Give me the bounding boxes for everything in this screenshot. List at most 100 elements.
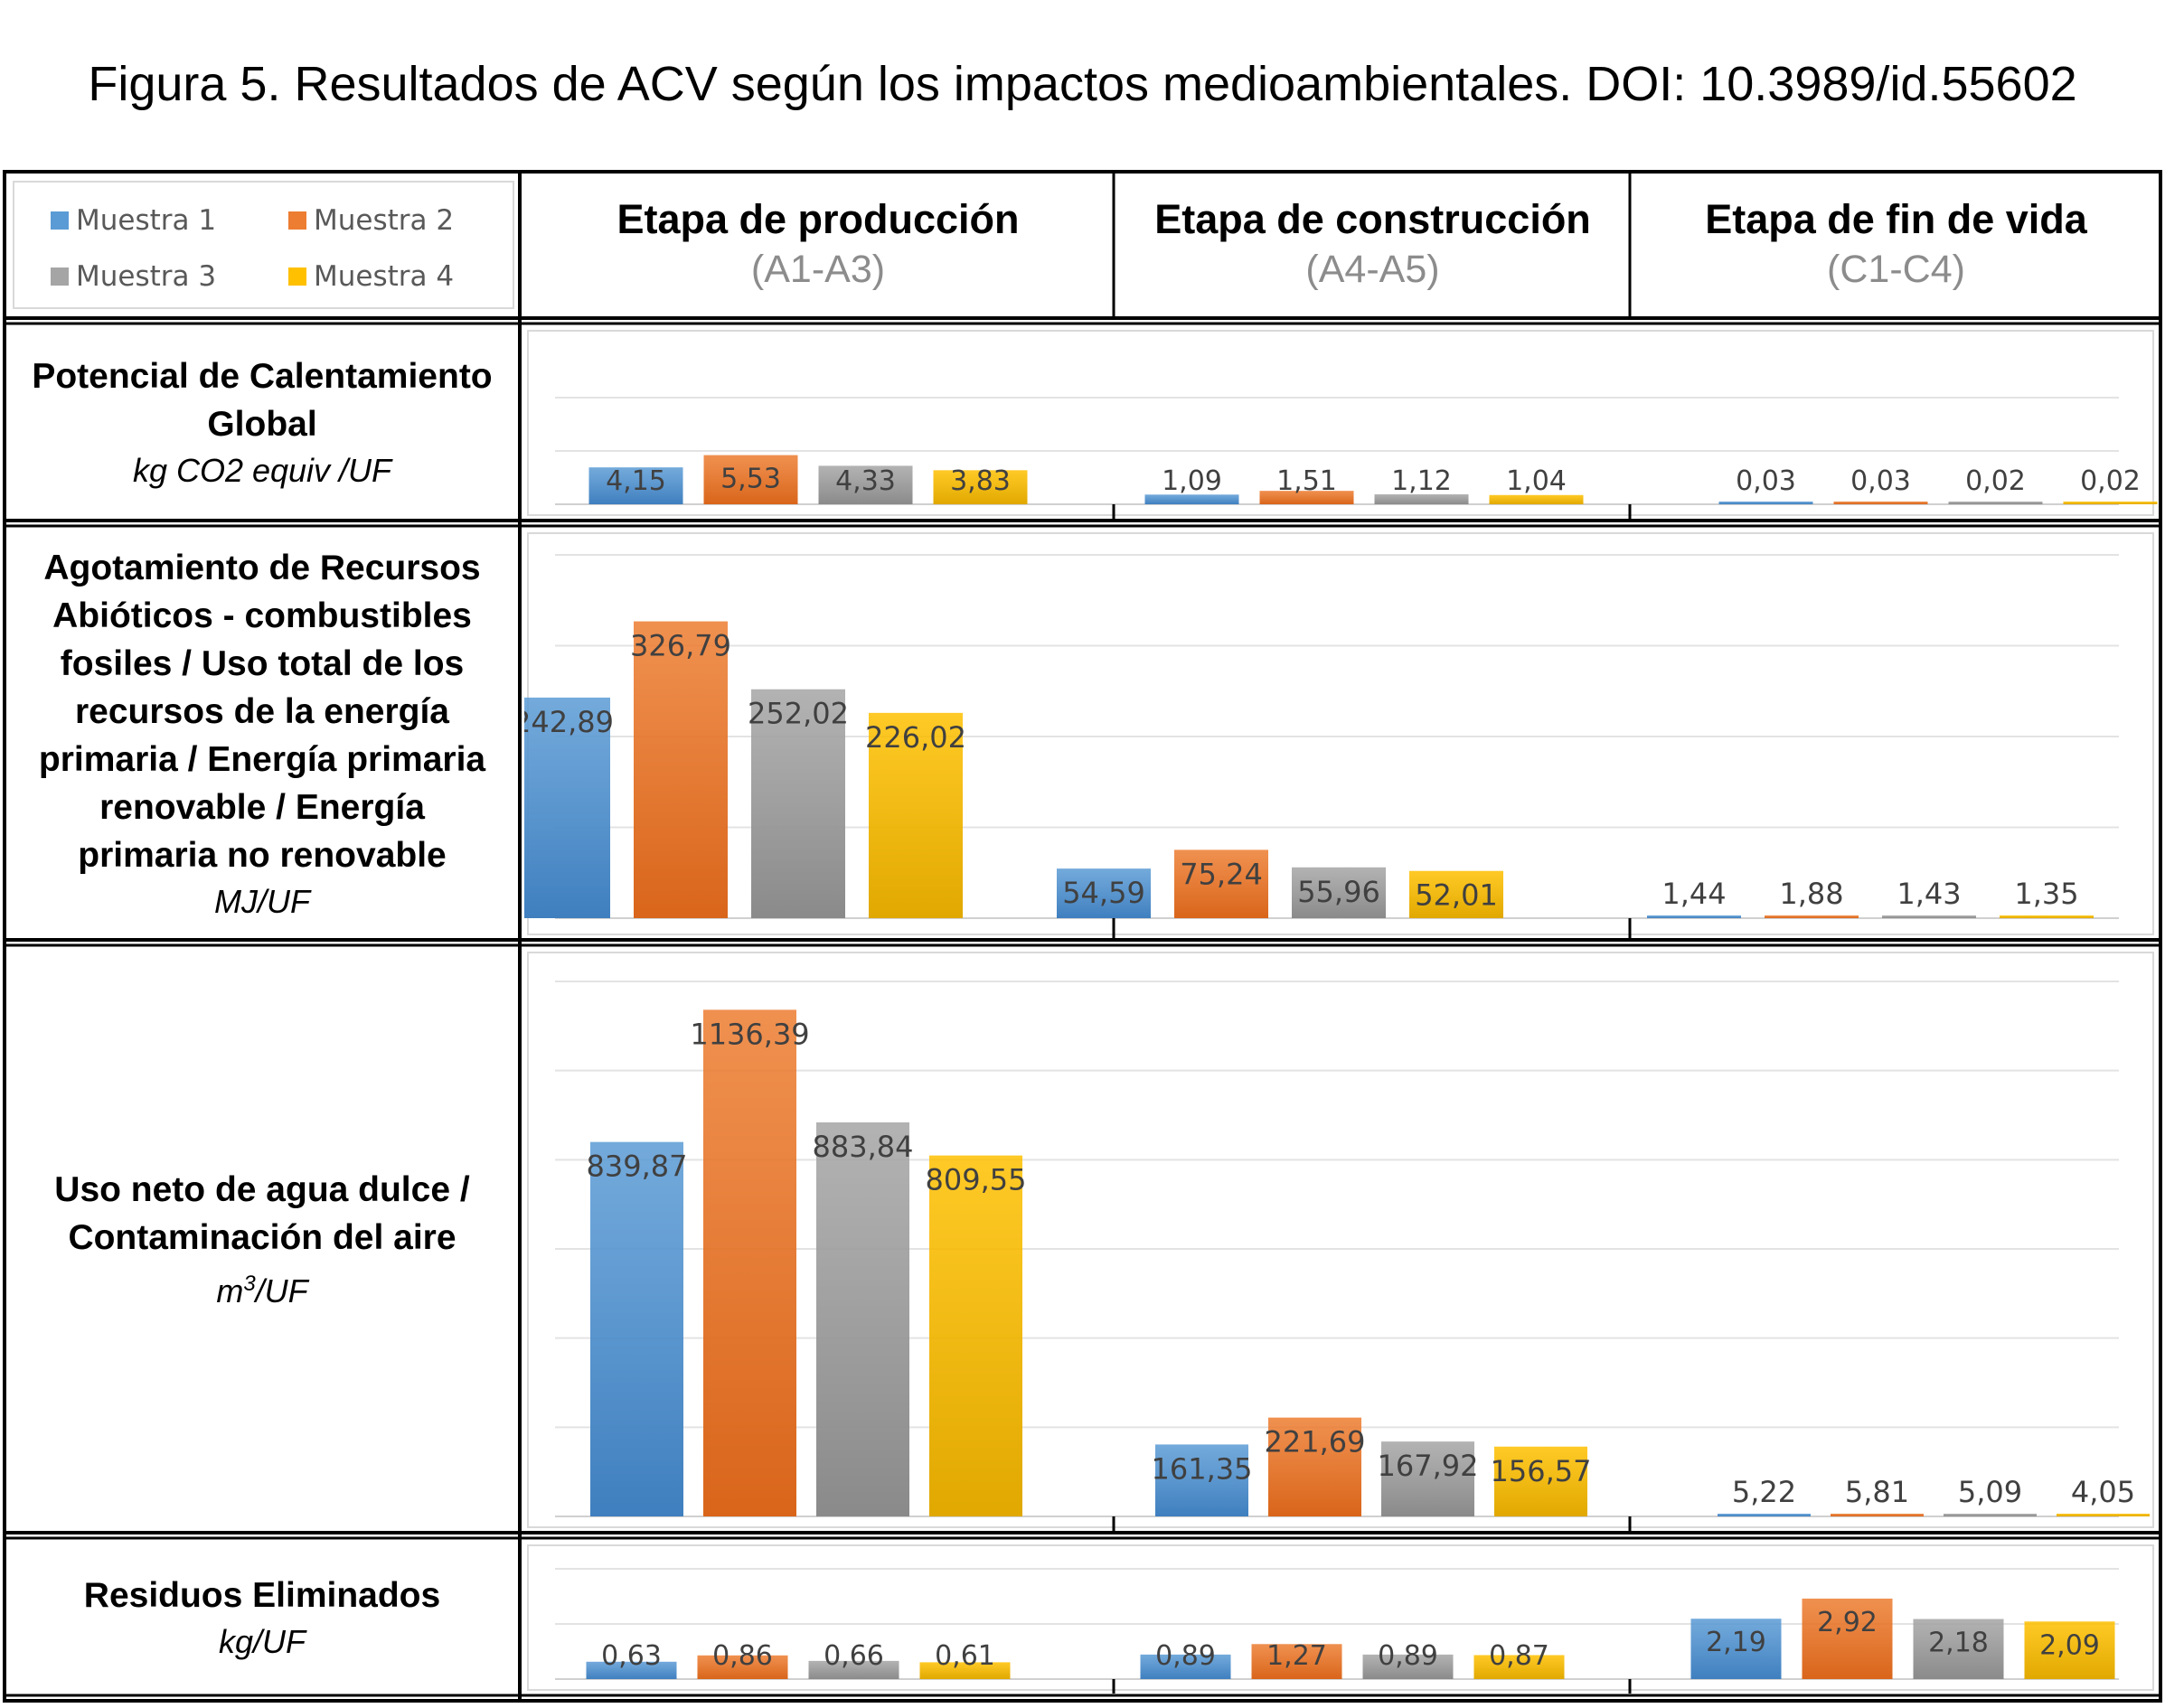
data-label: 5,53 bbox=[720, 464, 781, 495]
bar-muestra-1 bbox=[1144, 494, 1239, 504]
plot-area bbox=[527, 330, 2154, 516]
data-label: 167,92 bbox=[1378, 1449, 1479, 1483]
row-title-line: Potencial de Calentamiento bbox=[32, 357, 493, 396]
legend-item-muestra-2: Muestra 2 bbox=[288, 204, 454, 237]
data-label: 0,61 bbox=[935, 1640, 995, 1672]
bar-muestra-4 bbox=[1473, 1655, 1565, 1679]
legend-swatch-gray bbox=[51, 267, 69, 286]
data-label: 0,03 bbox=[1850, 465, 1911, 497]
row-label-recursos-abioticos: Agotamiento de Recursos Abióticos - comb… bbox=[9, 528, 515, 940]
bar-muestra-1 bbox=[590, 1141, 683, 1516]
data-label: 839,87 bbox=[587, 1150, 688, 1184]
legend-swatch-orange bbox=[288, 211, 306, 230]
data-label: 3,83 bbox=[950, 465, 1011, 497]
data-label: 809,55 bbox=[926, 1163, 1027, 1197]
bar-muestra-4 bbox=[1489, 494, 1584, 504]
data-label: 161,35 bbox=[1152, 1451, 1253, 1486]
row-label-residuos: Residuos Eliminados kg/UF bbox=[9, 1540, 515, 1695]
stage-header-produccion: Etapa de producción (A1-A3) bbox=[522, 193, 1114, 293]
bar-muestra-3 bbox=[816, 1121, 909, 1516]
data-label: 0,89 bbox=[1378, 1640, 1438, 1672]
data-label: 2,19 bbox=[1706, 1627, 1766, 1658]
bar-muestra-2 bbox=[1174, 849, 1268, 918]
bar-muestra-1 bbox=[1718, 502, 1813, 504]
legend-item-muestra-1: Muestra 1 bbox=[51, 204, 216, 237]
bar-muestra-1 bbox=[588, 467, 683, 504]
bar-muestra-3 bbox=[1948, 502, 2043, 504]
bar-muestra-1 bbox=[1690, 1619, 1782, 1679]
bar-muestra-1 bbox=[524, 697, 610, 918]
data-label: 1,88 bbox=[1779, 877, 1843, 911]
bar-muestra-1 bbox=[1155, 1444, 1248, 1516]
bar-muestra-4 bbox=[2000, 915, 2094, 918]
data-label: 4,05 bbox=[2071, 1475, 2135, 1509]
bar-muestra-3 bbox=[751, 689, 845, 918]
data-label: 0,02 bbox=[1965, 465, 2026, 497]
data-label: 1,27 bbox=[1266, 1640, 1327, 1672]
row-label-agua-dulce: Uso neto de agua dulce / Contaminación d… bbox=[9, 947, 515, 1533]
bar-muestra-4 bbox=[919, 1662, 1011, 1679]
chart-agua-dulce: 839,87 1136,39 883,84 809,55 161,35 221,69 167… bbox=[527, 952, 2154, 1531]
data-label: 54,59 bbox=[1062, 876, 1145, 910]
bar-muestra-1 bbox=[1057, 868, 1151, 918]
row-label-calentamiento: Potencial de Calentamiento Global kg CO2… bbox=[9, 325, 515, 521]
bar-muestra-3 bbox=[1292, 867, 1386, 918]
data-label: 0,87 bbox=[1489, 1640, 1549, 1672]
row-title-line: fosiles / Uso total de los bbox=[60, 643, 465, 683]
legend-swatch-yellow bbox=[288, 267, 306, 286]
legend-item-muestra-4: Muestra 4 bbox=[288, 260, 454, 293]
data-label: 226,02 bbox=[865, 720, 966, 755]
stage-code: (C1-C4) bbox=[1827, 248, 1965, 291]
row-unit: kg/UF bbox=[218, 1622, 306, 1660]
bar-muestra-3 bbox=[1882, 915, 1976, 918]
bar-muestra-2 bbox=[1259, 491, 1354, 504]
row-title-line: Global bbox=[207, 405, 317, 444]
row-title-line: renovable / Energía bbox=[99, 787, 425, 827]
bar-muestra-4 bbox=[933, 470, 1028, 504]
bar-muestra-2 bbox=[1765, 915, 1859, 918]
data-label: 75,24 bbox=[1180, 857, 1263, 891]
row-title-line: primaria / Energía primaria bbox=[38, 739, 486, 779]
data-label: 242,89 bbox=[524, 705, 614, 739]
row-unit: kg CO2 equiv /UF bbox=[132, 452, 392, 489]
stage-header-construccion: Etapa de construcción (A4-A5) bbox=[1115, 193, 1630, 293]
stage-name: Etapa de producción bbox=[617, 196, 1020, 242]
unit-suffix: /UF bbox=[255, 1272, 308, 1309]
bar-muestra-2 bbox=[1831, 1514, 1924, 1516]
bar-muestra-2 bbox=[634, 621, 728, 918]
bar-muestra-3 bbox=[1362, 1654, 1454, 1679]
bar-muestra-4 bbox=[1494, 1446, 1587, 1516]
bar-muestra-4 bbox=[2024, 1621, 2115, 1679]
data-label: 1,04 bbox=[1506, 465, 1567, 497]
data-label: 0,89 bbox=[1155, 1640, 1216, 1672]
data-label: 0,86 bbox=[712, 1640, 773, 1672]
bar-muestra-2 bbox=[703, 455, 798, 504]
data-label: 2,09 bbox=[2039, 1629, 2100, 1661]
bar-muestra-2 bbox=[1268, 1417, 1361, 1516]
data-label: 2,92 bbox=[1817, 1607, 1878, 1638]
bar-muestra-4 bbox=[2057, 1514, 2150, 1516]
legend-label: Muestra 1 bbox=[76, 204, 217, 237]
chart-calentamiento-global: 4,15 5,53 4,33 3,83 1,09 1,51 1,12 1,04 0,03 0,03… bbox=[527, 330, 2158, 519]
bar-muestra-4 bbox=[2063, 502, 2158, 504]
data-label: 4,15 bbox=[606, 465, 666, 497]
stage-header-fin-de-vida: Etapa de fin de vida (C1-C4) bbox=[1632, 193, 2160, 293]
data-label: 1136,39 bbox=[690, 1017, 809, 1051]
bar-muestra-4 bbox=[929, 1155, 1022, 1516]
legend-label: Muestra 2 bbox=[314, 204, 455, 237]
stage-code: (A4-A5) bbox=[1305, 248, 1440, 291]
row-title-line: Residuos Eliminados bbox=[83, 1575, 441, 1615]
data-label: 1,09 bbox=[1162, 465, 1222, 497]
row-title-line: primaria no renovable bbox=[78, 835, 447, 875]
bar-muestra-3 bbox=[808, 1660, 899, 1679]
data-label: 326,79 bbox=[630, 629, 731, 663]
data-label: 5,09 bbox=[1958, 1475, 2022, 1509]
row-unit: m3/UF bbox=[9, 1262, 515, 1314]
figure-title: Figura 5. Resultados de ACV según los im… bbox=[88, 57, 2077, 111]
bar-muestra-2 bbox=[703, 1009, 796, 1516]
bar-muestra-2 bbox=[1833, 502, 1928, 504]
bar-muestra-3 bbox=[1374, 493, 1469, 504]
data-label: 5,22 bbox=[1732, 1475, 1796, 1509]
data-label: 221,69 bbox=[1265, 1425, 1366, 1459]
